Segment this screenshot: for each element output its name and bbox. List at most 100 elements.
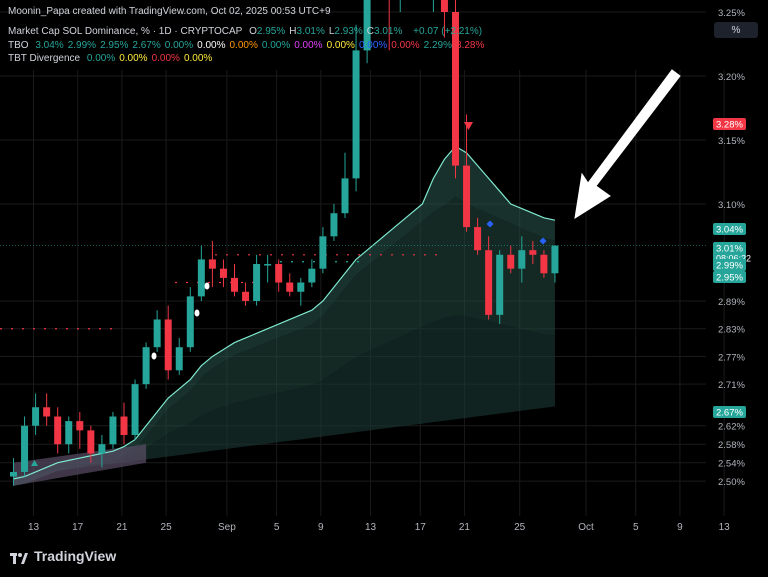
candle-body <box>297 282 305 292</box>
band-fill-low <box>13 315 555 478</box>
legend-value: 2.29% <box>423 40 453 51</box>
candle-body <box>43 407 51 417</box>
price-label-text: 3.04% <box>716 225 743 236</box>
candle-body <box>352 50 360 179</box>
reference-lines <box>0 245 706 330</box>
candle-body <box>10 471 17 477</box>
price-label-badge <box>713 406 746 418</box>
candle-body <box>87 430 95 454</box>
candle-body <box>186 296 194 348</box>
divergence-diamond-marker <box>486 220 494 228</box>
candle-body <box>98 444 106 454</box>
chart-credit: Moonin_Papa created with TradingView.com… <box>8 6 331 17</box>
price-label-text: 3.28% <box>716 120 743 131</box>
annotation-arrow <box>574 69 681 220</box>
tbo-label[interactable]: TBO <box>8 40 29 51</box>
candle-body <box>153 319 161 348</box>
legend-value: 0.00% <box>391 40 420 51</box>
candle-body <box>175 347 183 371</box>
tbo-bands <box>13 145 556 486</box>
tradingview-logo-icon <box>10 551 28 564</box>
candle-body <box>242 291 250 301</box>
price-label-badge <box>713 259 746 271</box>
candle-body <box>529 250 537 255</box>
sell-signal-marker <box>464 122 473 130</box>
candle-body <box>208 259 216 269</box>
divergence-values: 0.00% 0.00% 0.00% 0.00% <box>87 53 216 64</box>
divergence-marker <box>151 352 157 360</box>
buy-signal-marker <box>31 460 38 466</box>
price-label-text: 2.67% <box>716 408 743 419</box>
candle-body <box>120 416 128 435</box>
candle-body <box>197 259 205 297</box>
ohlc-value: 2.95% <box>256 26 286 37</box>
percent-scale-button[interactable]: % <box>714 22 758 38</box>
ohlc-value: 2.93% <box>334 26 363 37</box>
time-tick-label: 13 <box>28 522 40 533</box>
divergence-legend[interactable]: TBT Divergence 0.00% 0.00% 0.00% 0.00% <box>8 53 220 64</box>
symbol-title[interactable]: Market Cap SOL Dominance, % · 1D · CRYPT… <box>8 26 243 37</box>
candle-body <box>231 277 238 292</box>
legend-value: 2.99% <box>67 40 97 51</box>
candle-body <box>65 421 73 445</box>
time-tick-label: 5 <box>633 522 639 533</box>
price-tick-label: 3.15% <box>718 136 745 147</box>
tradingview-logo-text: TradingView <box>34 548 117 564</box>
candle-body <box>319 236 327 269</box>
legend-value: 0.00% <box>261 40 291 51</box>
candle-body <box>551 245 559 274</box>
legend-value: 0.00% <box>229 40 258 51</box>
divergence-marker <box>194 309 200 317</box>
price-tick-label: 2.77% <box>718 352 745 363</box>
time-axis[interactable]: 13 17 21 25 Sep 5 9 13 17 21 25 Oct 5 9 13 <box>28 522 730 533</box>
tbo-values: 3.04% 2.99% 2.95% 2.67% 0.00% 0.00% 0.00% 0.00%… <box>35 40 488 51</box>
price-change: +0.07 (+2.21%) <box>413 26 483 37</box>
candle-body <box>54 416 62 445</box>
candle-body <box>330 213 338 237</box>
tbo-legend[interactable]: TBO 3.04% 2.99% 2.95% 2.67% 0.00% 0.00% 0.00% 0… <box>8 40 492 51</box>
candle-body <box>264 264 272 266</box>
legend-value: 0.00% <box>86 53 116 64</box>
candle-body <box>463 165 471 228</box>
price-tick-label: 2.62% <box>718 422 745 433</box>
time-tick-label: 5 <box>274 522 280 533</box>
time-tick-label: 9 <box>318 522 324 533</box>
tradingview-logo[interactable]: TradingView <box>10 548 116 564</box>
price-tick-label: 2.71% <box>718 380 745 391</box>
candle-body <box>32 407 40 426</box>
ohlc-key: L <box>328 26 335 37</box>
price-label-badge <box>713 223 746 235</box>
price-tick-label: 3.20% <box>718 72 745 83</box>
time-tick-label: 21 <box>459 522 471 533</box>
legend-value: 0.00% <box>326 40 355 51</box>
symbol-legend[interactable]: Market Cap SOL Dominance, % · 1D · CRYPT… <box>8 26 486 37</box>
candle-body <box>540 254 548 274</box>
divergence-label[interactable]: TBT Divergence <box>8 53 81 64</box>
time-tick-label: 25 <box>161 522 173 533</box>
price-label-text: 3.01% <box>716 244 743 255</box>
divergence-diamond-marker <box>539 237 547 245</box>
candle-body <box>131 384 139 435</box>
ohlc-value: 3.01% <box>296 26 325 37</box>
time-tick-label: 13 <box>365 522 377 533</box>
time-tick-label: 17 <box>415 522 427 533</box>
legend-value: 0.00% <box>197 40 226 51</box>
price-axis[interactable]: 3.40%3.30%3.25%3.20%3.15%3.10%2.89%2.83%… <box>713 0 751 488</box>
divergence-marker <box>204 282 210 290</box>
candle-body <box>164 319 172 371</box>
legend-value: 0.00% <box>151 53 180 64</box>
ohlc-key: O <box>249 26 257 37</box>
time-tick-label: 9 <box>677 522 683 533</box>
ohlc-values: O2.95% H3.01% L2.93% C3.01% <box>249 26 406 37</box>
candle-body <box>286 282 294 292</box>
price-tick-label: 2.83% <box>718 325 745 336</box>
legend-value: 2.67% <box>132 40 161 51</box>
candle-body <box>219 268 227 278</box>
legend-value: 0.00% <box>294 40 323 51</box>
candle-body <box>142 347 150 385</box>
candle-body <box>518 250 526 269</box>
candle-body <box>21 425 29 472</box>
price-tick-label: 2.89% <box>718 297 745 308</box>
price-label-text: 2.95% <box>716 273 743 284</box>
